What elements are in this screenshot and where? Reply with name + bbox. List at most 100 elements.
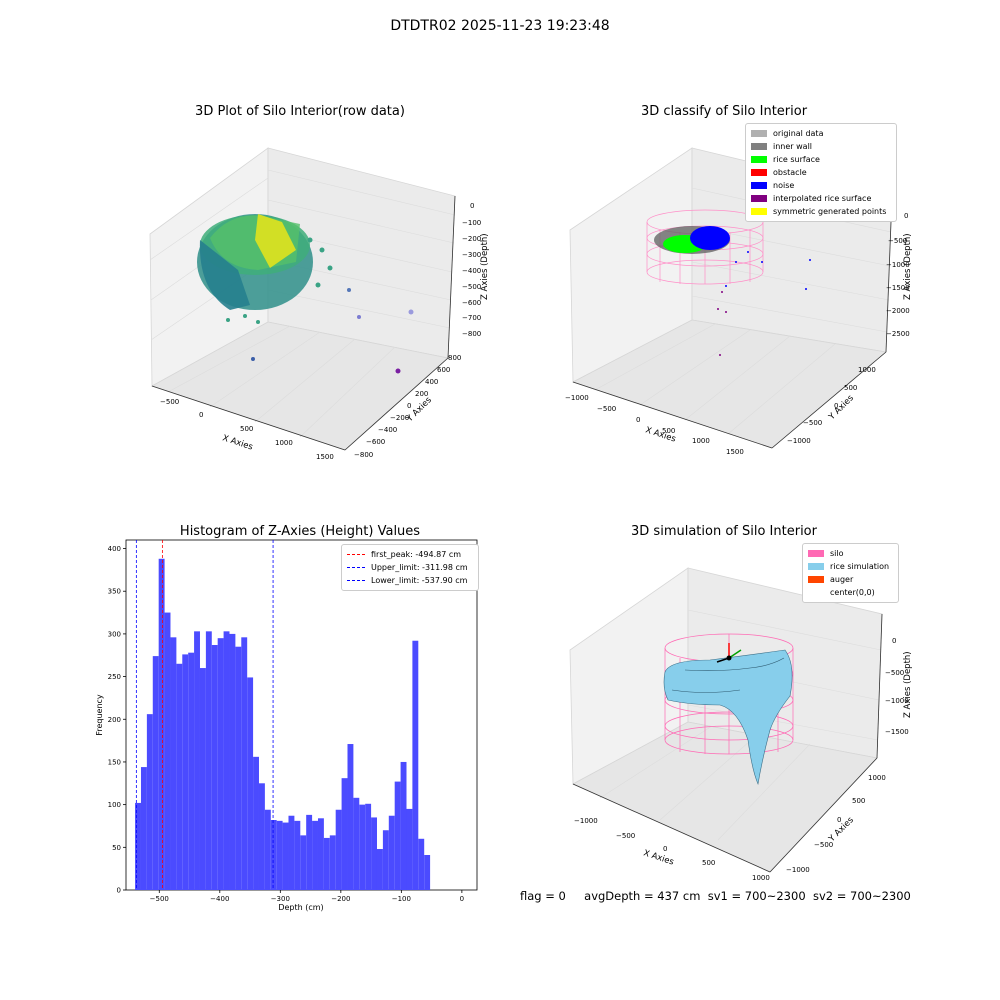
plot1-ytick: −400 <box>378 426 397 434</box>
hist-xtick-label: −500 <box>150 895 169 903</box>
hist-bar <box>365 803 372 890</box>
plot4-legend: silo rice simulation auger center(0,0) <box>802 543 899 603</box>
hist-bar <box>164 612 171 890</box>
hist-bar <box>270 820 277 890</box>
plot2-ztick: −2000 <box>886 307 910 315</box>
plot1-cloud-wall <box>199 240 250 310</box>
legend-label: silo <box>830 549 844 558</box>
hist-bar <box>194 631 200 890</box>
hist-bar <box>253 756 259 890</box>
plot2-noise-cluster <box>690 226 730 250</box>
plot2-xtick: −1000 <box>565 394 589 402</box>
legend-swatch <box>751 143 767 150</box>
status-flag: flag = 0 <box>520 889 566 903</box>
plot4-legend-item: silo <box>808 547 893 560</box>
plot4-x-axis-label: X Axies <box>642 848 675 867</box>
plot1-far-point <box>251 357 255 361</box>
plot4-legend-item: auger <box>808 573 893 586</box>
hist-bar <box>347 744 354 890</box>
hist-bar <box>406 808 413 890</box>
hist-bar <box>276 820 283 890</box>
plot2-ztick: −2500 <box>886 330 910 338</box>
status-sv2: sv2 = 700~2300 <box>812 889 911 903</box>
hist-bar <box>412 640 419 890</box>
plot1-ztick: −200 <box>462 235 481 243</box>
plot1-x-axis-line <box>151 385 346 451</box>
hist-legend: first_peak: -494.87 cm Upper_limit: -311… <box>341 544 479 591</box>
hist-ytick-label: 0 <box>117 887 121 895</box>
plot1-far-point <box>347 288 351 292</box>
hist-bar <box>235 646 242 890</box>
hist-bar <box>158 558 165 890</box>
hist-bar <box>312 820 318 890</box>
legend-label: symmetric generated points <box>773 207 887 216</box>
legend-line <box>347 580 365 581</box>
plot1-ztick: 0 <box>470 202 474 210</box>
plot4-ytick: −1000 <box>786 866 810 874</box>
plot2-z-axis-line <box>885 195 893 353</box>
plot1-ztick: −700 <box>462 314 481 322</box>
hist-bar <box>247 677 254 890</box>
plot2-gridlines <box>594 187 892 435</box>
hist-xtick-label: −100 <box>392 895 411 903</box>
hist-bar <box>211 645 218 890</box>
legend-label: rice surface <box>773 155 820 164</box>
plot2-ztick: 0 <box>904 212 908 220</box>
plot2-y-tick-labels: −1000 −500 0 500 1000 <box>787 366 876 445</box>
plot4-ztick: −1000 <box>885 697 909 705</box>
hist-bar <box>371 817 377 890</box>
plot4-3d-axes: −1000 −500 0 500 1000 −1000 −500 0 500 1… <box>569 567 913 882</box>
plot2-legend-item: obstacle <box>751 166 891 179</box>
plot1-gridlines <box>149 169 456 438</box>
plot2-legend-item: interpolated rice surface <box>751 192 891 205</box>
plot1-xtick: 500 <box>240 425 253 433</box>
hist-bar <box>135 802 141 890</box>
hist-bar <box>294 820 301 890</box>
hist-y-ticks: 0 50 100 150 200 250 300 350 400 <box>108 545 126 895</box>
plot2-noise-points <box>725 251 811 290</box>
hist-bar <box>359 804 366 890</box>
hist-xtick-label: −300 <box>271 895 290 903</box>
legend-swatch <box>751 169 767 176</box>
plot1-z-axis-line <box>447 195 456 359</box>
legend-line <box>347 567 365 568</box>
hist-bar <box>140 767 147 890</box>
legend-swatch <box>751 156 767 163</box>
hist-bar <box>170 637 177 890</box>
plot2-ytick: 0 <box>834 402 838 410</box>
legend-swatch <box>808 563 824 570</box>
hist-bar <box>288 815 295 890</box>
hist-bar <box>176 663 183 890</box>
plot2-y-axis-line <box>771 351 887 449</box>
plot4-ztick: 0 <box>892 637 896 645</box>
hist-ytick-label: 400 <box>108 545 121 553</box>
hist-legend-item: first_peak: -494.87 cm <box>347 548 473 561</box>
hist-bars-group <box>135 558 431 890</box>
plot2-xtick: 500 <box>662 427 675 435</box>
plot2-xtick: 1500 <box>726 448 744 456</box>
status-sv1: sv1 = 700~2300 <box>707 889 806 903</box>
legend-label: Lower_limit: -537.90 cm <box>371 576 468 585</box>
legend-label: center(0,0) <box>830 588 875 597</box>
plot1-ytick: −200 <box>390 414 409 422</box>
plot2-ytick: 1000 <box>858 366 876 374</box>
hist-ytick-label: 250 <box>108 673 121 681</box>
hist-bar <box>223 631 230 890</box>
plot1-ytick: 200 <box>415 390 428 398</box>
plot4-x-tick-labels: −1000 −500 0 500 1000 <box>574 817 770 882</box>
hist-bar <box>341 778 348 890</box>
hist-bar <box>335 809 342 890</box>
plot4-title: 3D simulation of Silo Interior <box>631 524 817 539</box>
plot4-z-axis-label: Z Axies (Depth) <box>903 651 913 718</box>
plot1-y-tick-labels: −800 −600 −400 −200 0 200 400 600 800 <box>354 354 461 459</box>
plot1-cloud-peak <box>255 214 296 268</box>
plot1-ytick: 0 <box>407 402 411 410</box>
legend-swatch <box>808 589 824 596</box>
plot1-far-point <box>395 368 401 374</box>
plot4-ztick: −500 <box>885 669 904 677</box>
hist-bar <box>300 835 307 890</box>
plot2-legend-item: inner wall <box>751 140 891 153</box>
hist-bar <box>199 668 206 890</box>
plot4-xtick: −500 <box>616 832 635 840</box>
hist-bar <box>229 633 236 890</box>
